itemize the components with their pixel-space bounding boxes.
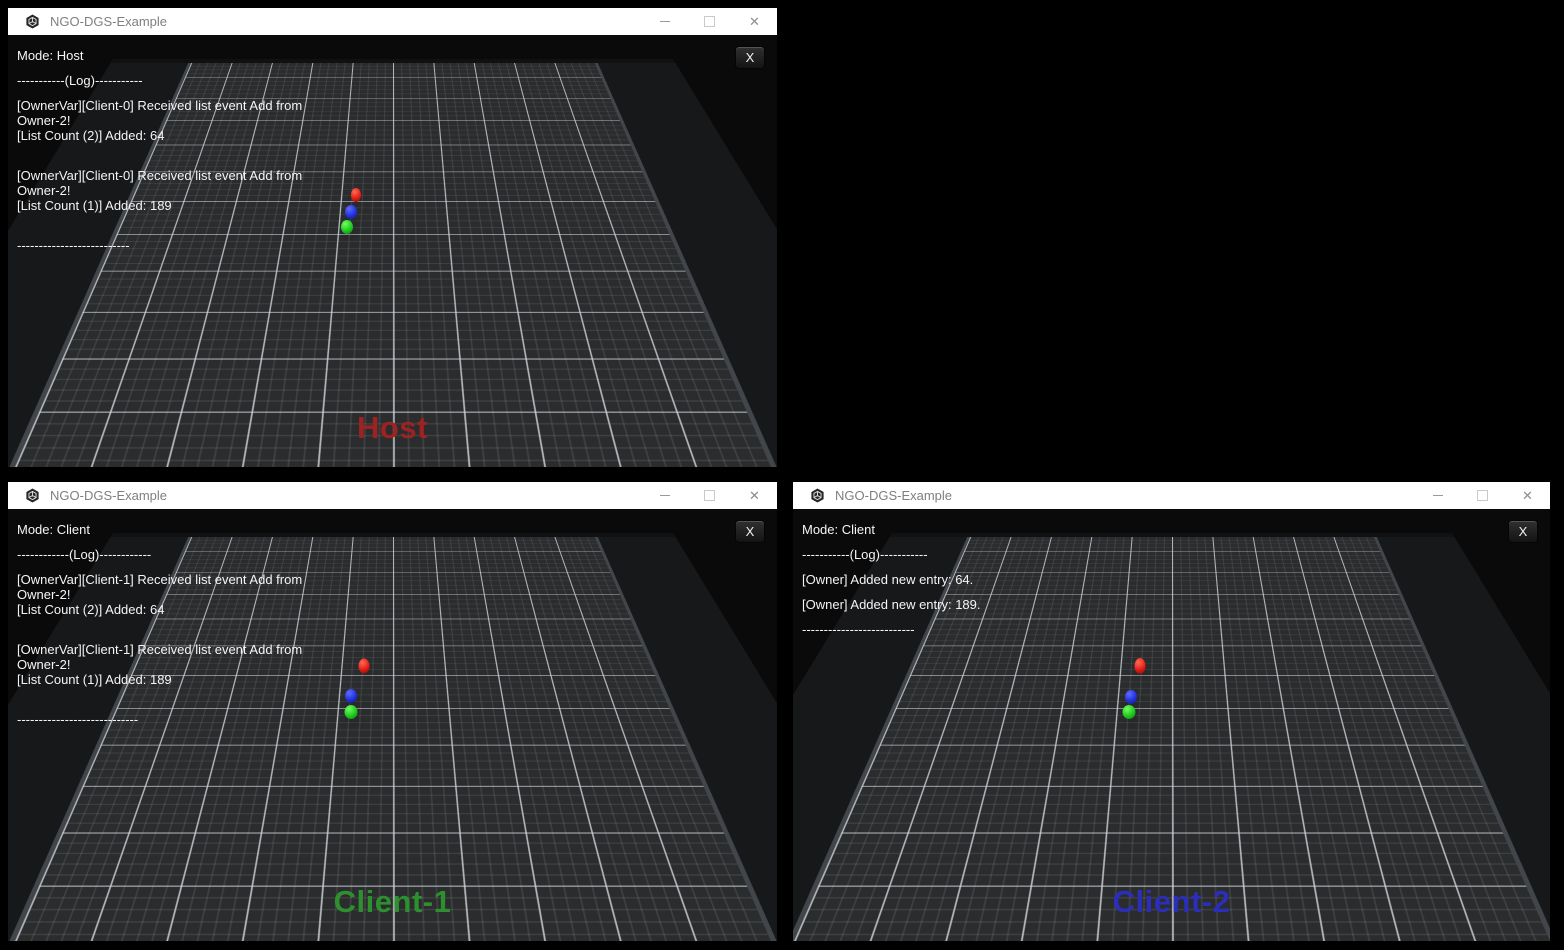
close-icon: ✕ xyxy=(749,488,760,503)
titlebar[interactable]: NGO-DGS-Example ✕ xyxy=(8,8,777,35)
window-controls: ✕ xyxy=(642,8,777,35)
log-header: -----------(Log)----------- xyxy=(802,547,928,562)
blue-capsule xyxy=(1125,690,1137,704)
red-capsule xyxy=(351,188,361,202)
window-title: NGO-DGS-Example xyxy=(50,488,168,503)
maximize-icon xyxy=(704,490,715,501)
green-capsule xyxy=(341,220,353,234)
mode-label: Mode: Host xyxy=(17,48,84,63)
window-title: NGO-DGS-Example xyxy=(50,14,168,29)
log-footer: -------------------------- xyxy=(17,238,130,253)
window-client-1: NGO-DGS-Example ✕ Client-1 Mode: Client … xyxy=(0,482,777,941)
scene-label: Host xyxy=(357,410,428,445)
scene-label: Client-1 xyxy=(333,884,452,919)
green-capsule xyxy=(344,705,358,719)
green-capsule xyxy=(1122,705,1136,719)
unity-logo-icon[interactable] xyxy=(810,488,825,503)
game-viewport[interactable]: Client-1 Mode: Client ------------(Log)-… xyxy=(8,509,777,941)
log-entry: [OwnerVar][Client-0] Received list event… xyxy=(17,168,303,213)
maximize-button[interactable] xyxy=(1460,482,1505,509)
window-controls: ✕ xyxy=(642,482,777,509)
capsules-layer xyxy=(8,509,777,941)
red-capsule xyxy=(358,658,370,674)
close-button[interactable]: ✕ xyxy=(732,482,777,509)
log-entry: [Owner] Added new entry: 189. xyxy=(802,597,981,612)
maximize-icon xyxy=(1477,490,1488,501)
log-overlay: Mode: Client ------------(Log)----------… xyxy=(17,522,302,737)
window-client-2: NGO-DGS-Example ✕ Client-2 Mode: Client … xyxy=(785,482,1557,941)
window-host: NGO-DGS-Example ✕ Host Mode: Host ------… xyxy=(0,0,777,467)
game-viewport[interactable]: Host Mode: Host -----------(Log)--------… xyxy=(8,35,777,467)
log-overlay: Mode: Client -----------(Log)-----------… xyxy=(802,522,981,647)
maximize-button[interactable] xyxy=(687,482,732,509)
log-footer: ---------------------------- xyxy=(17,712,139,727)
window-controls: ✕ xyxy=(1415,482,1550,509)
minimize-icon xyxy=(659,21,670,22)
log-entry: [Owner] Added new entry: 64. xyxy=(802,572,974,587)
minimize-button[interactable] xyxy=(642,8,687,35)
blue-capsule xyxy=(345,689,357,703)
log-entry: [OwnerVar][Client-1] Received list event… xyxy=(17,572,303,617)
maximize-icon xyxy=(704,16,715,27)
mode-label: Mode: Client xyxy=(17,522,90,537)
titlebar[interactable]: NGO-DGS-Example ✕ xyxy=(793,482,1550,509)
titlebar[interactable]: NGO-DGS-Example ✕ xyxy=(8,482,777,509)
blue-capsule xyxy=(345,205,357,219)
minimize-button[interactable] xyxy=(1415,482,1460,509)
capsules-layer xyxy=(793,509,1550,941)
scene-close-button[interactable]: X xyxy=(1508,520,1538,543)
close-icon: ✕ xyxy=(749,14,760,29)
scene-close-button[interactable]: X xyxy=(735,46,765,69)
mode-label: Mode: Client xyxy=(802,522,875,537)
log-header: ------------(Log)------------ xyxy=(17,547,152,562)
game-viewport[interactable]: Client-2 Mode: Client -----------(Log)--… xyxy=(793,509,1550,941)
maximize-button[interactable] xyxy=(687,8,732,35)
close-icon: ✕ xyxy=(1522,488,1533,503)
log-footer: -------------------------- xyxy=(802,622,915,637)
close-button[interactable]: ✕ xyxy=(732,8,777,35)
log-entry: [OwnerVar][Client-0] Received list event… xyxy=(17,98,303,143)
red-capsule xyxy=(1134,658,1146,674)
close-button[interactable]: ✕ xyxy=(1505,482,1550,509)
log-overlay: Mode: Host -----------(Log)----------- [… xyxy=(17,48,302,263)
log-header: -----------(Log)----------- xyxy=(17,73,143,88)
scene-close-button[interactable]: X xyxy=(735,520,765,543)
capsules-layer xyxy=(8,35,777,467)
unity-logo-icon[interactable] xyxy=(25,488,40,503)
window-title: NGO-DGS-Example xyxy=(835,488,953,503)
minimize-icon xyxy=(1432,495,1443,496)
unity-logo-icon[interactable] xyxy=(25,14,40,29)
log-entry: [OwnerVar][Client-1] Received list event… xyxy=(17,642,303,687)
minimize-button[interactable] xyxy=(642,482,687,509)
minimize-icon xyxy=(659,495,670,496)
scene-label: Client-2 xyxy=(1112,884,1231,919)
